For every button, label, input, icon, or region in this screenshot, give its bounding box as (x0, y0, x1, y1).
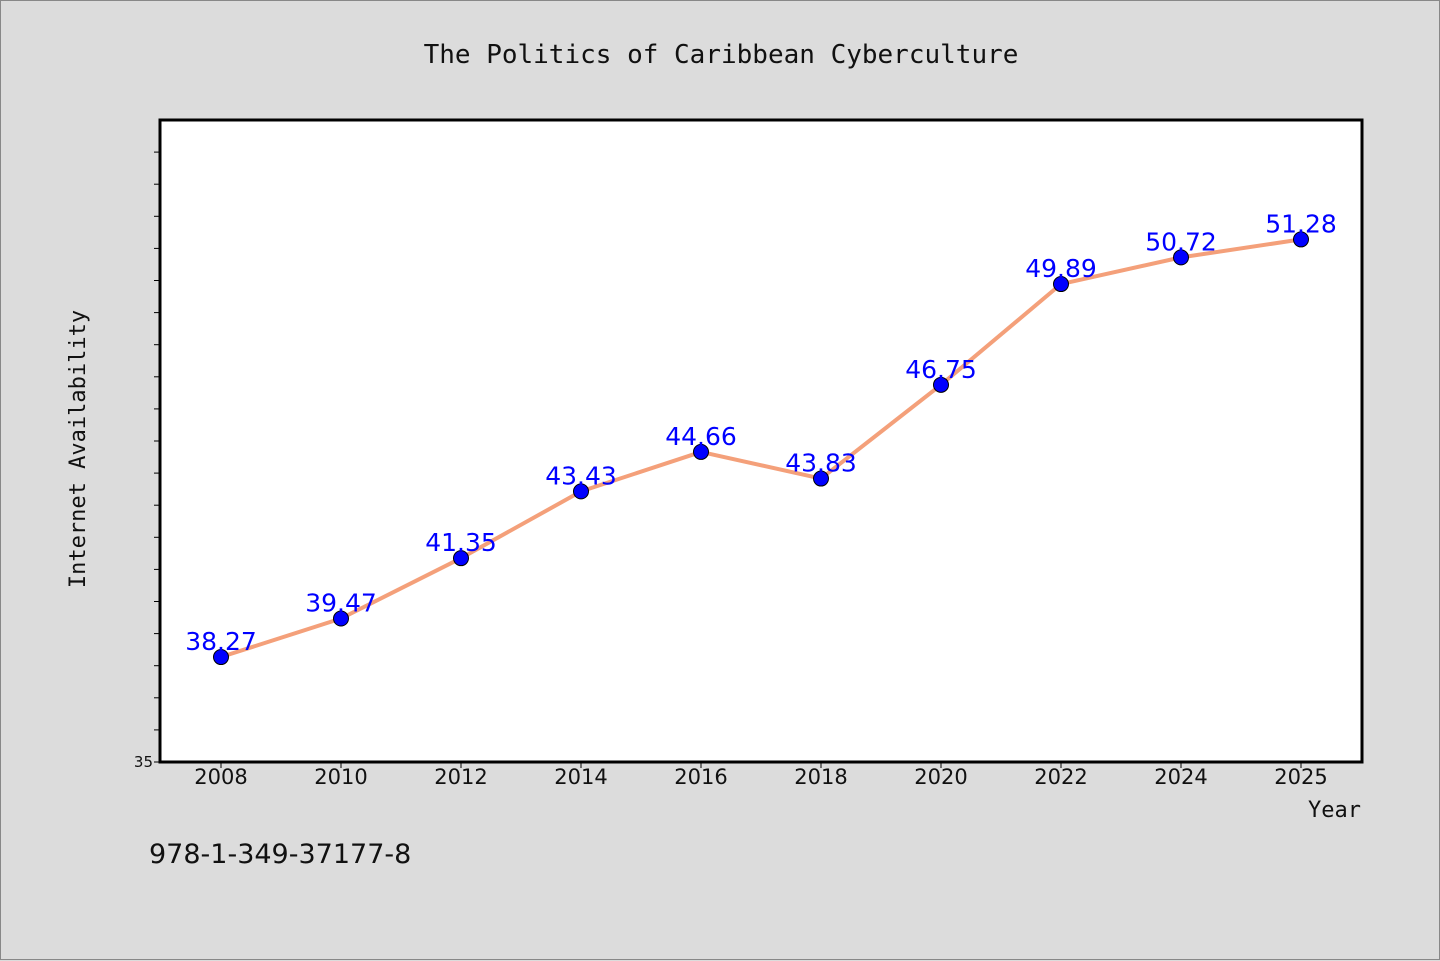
data-point (1293, 231, 1309, 248)
x-tick-label: 2010 (314, 765, 367, 789)
x-tick-label: 2016 (674, 765, 727, 789)
x-tick-label: 2012 (434, 765, 487, 789)
data-label: 41.35 (425, 528, 497, 557)
data-point (333, 610, 349, 627)
data-labels: 38.27 39.47 41.35 43.43 44.66 43.83 46.75 49.89… (185, 209, 1337, 656)
data-point (213, 649, 229, 666)
data-label: 39.47 (305, 589, 377, 618)
x-axis-ticks: 2008 2010 2012 2014 2016 2018 2020 2022 2024 2025 (194, 762, 1328, 789)
data-label: 38.27 (185, 627, 257, 656)
x-tick-label: 2025 (1274, 765, 1327, 789)
y-axis-ticks (154, 151, 160, 763)
y-tick-label-min: 35 (134, 753, 153, 771)
x-tick-label: 2020 (914, 765, 967, 789)
isbn-text: 978-1-349-37177-8 (149, 839, 411, 870)
data-point (933, 376, 949, 393)
series-markers (213, 231, 1309, 666)
data-label: 51.28 (1265, 209, 1337, 238)
data-label: 50.72 (1145, 227, 1217, 256)
y-axis-label: Internet Availability (66, 310, 91, 588)
data-label: 44.66 (665, 422, 737, 451)
series-line (220, 237, 1302, 659)
data-point (453, 550, 469, 567)
data-point (573, 483, 589, 500)
x-axis-label: Year (1308, 798, 1361, 823)
x-tick-label: 2014 (554, 765, 607, 789)
data-point (813, 470, 829, 487)
data-point (693, 443, 709, 460)
x-tick-label: 2008 (194, 765, 247, 789)
data-point (1173, 249, 1189, 266)
data-label: 43.43 (545, 461, 617, 490)
plot-area (158, 118, 1364, 764)
chart-title: The Politics of Caribbean Cyberculture (424, 40, 1019, 70)
data-label: 46.75 (905, 355, 977, 384)
data-point (1053, 276, 1069, 293)
x-tick-label: 2024 (1154, 765, 1207, 789)
data-label: 49.89 (1025, 254, 1097, 283)
data-label: 43.83 (785, 449, 857, 478)
x-tick-label: 2022 (1034, 765, 1087, 789)
x-tick-label: 2018 (794, 765, 847, 789)
